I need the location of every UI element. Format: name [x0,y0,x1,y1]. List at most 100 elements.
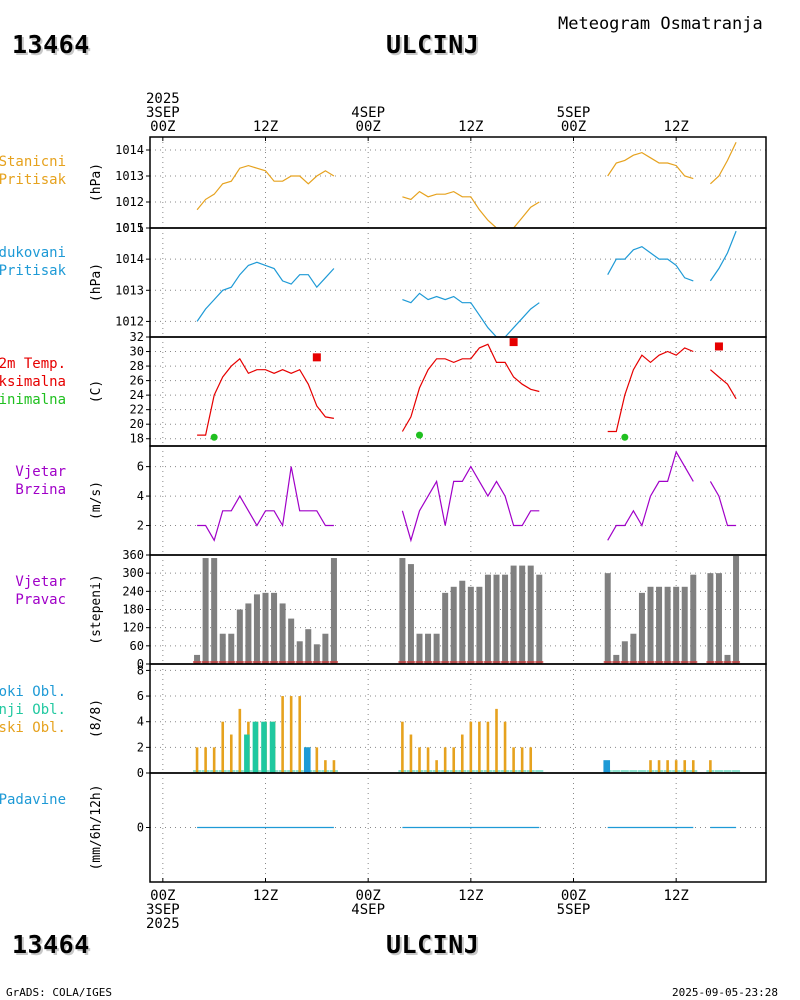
cloud-low-bar [529,747,533,773]
direction-bar [510,565,517,664]
station-name-bottom: ULCINJ [386,930,480,959]
cloud-low-bar [486,721,490,773]
cloud-low-bar [204,747,207,773]
direction-bar [296,641,303,664]
cloud-low-bar [460,734,464,773]
direction-bar [476,586,483,664]
y-tick-label: 8 [137,663,144,677]
time-label-bottom: 5SEP [557,902,591,918]
station-name-top: ULCINJ [386,30,480,59]
cloud-low-bar [324,760,327,773]
cloud-mid-bar [269,721,276,773]
cloud-low-bar [401,721,404,773]
panel-label: Niski Obl. [0,720,66,736]
direction-bar [493,574,500,664]
panel-label: Minimalna [0,392,66,408]
y-tick-label: 26 [130,374,144,388]
y-tick-label: 30 [130,345,144,359]
panel-label: Vjetar [15,574,66,590]
y-axis-label: (stepeni) [89,574,104,644]
direction-bar [407,564,414,664]
cloud-low-bar [691,760,695,773]
direction-bar [313,644,320,664]
y-tick-label: 360 [122,548,144,562]
panel-label: Pritisak [0,263,67,279]
cloud-low-bar [298,696,302,773]
series-line [607,246,694,282]
y-tick-label: 24 [130,388,144,402]
direction-bar [527,565,534,664]
cloud-low-bar [238,708,242,773]
tmax-marker [312,353,321,362]
y-axis-label: (8/8) [89,699,104,738]
y-tick-label: 28 [130,359,144,373]
time-label-bottom: 12Z [253,888,278,904]
y-tick-label: 4 [137,715,144,729]
cloud-low-bar [495,708,498,773]
cloud-low-bar [418,747,421,773]
cloud-low-bar [332,760,336,773]
direction-bar [638,592,645,664]
cloud-low-bar [426,747,430,773]
series-line [401,343,540,432]
series-line [607,151,694,180]
panel-label: Visoki Obl. [0,684,66,700]
time-label-bottom: 00Z [150,888,175,904]
y-tick-label: 1013 [115,283,144,297]
series-line [197,466,334,542]
y-tick-label: 1014 [115,143,144,157]
direction-bar [399,558,406,664]
cloud-low-bar [435,760,438,773]
y-tick-label: 0 [137,821,144,835]
direction-bar [733,555,740,664]
time-label-top: 2025 [146,91,180,107]
direction-bar [219,633,226,664]
y-axis-label: (mm/6h/12h) [89,784,104,870]
time-label-top: 5SEP [557,105,591,121]
cloud-mid-bar [252,721,259,773]
panel-label: Redukovani [0,245,66,261]
y-tick-label: 2 [137,740,144,754]
direction-bar [656,586,663,664]
direction-bar [690,574,697,664]
y-axis-label: (m/s) [89,481,104,520]
direction-bar [194,654,201,664]
direction-bar [262,592,269,664]
y-axis-label: (hPa) [89,263,104,302]
direction-bar [305,629,312,664]
cloud-high-bar [603,760,611,773]
y-tick-label: 60 [130,639,144,653]
direction-bar [484,574,491,664]
panel-frame [149,136,767,229]
y-tick-label: 32 [130,330,144,344]
direction-bar [673,586,680,664]
y-tick-label: 20 [130,417,144,431]
panel-label: 2m Temp. [0,356,66,372]
panel-label: Brzina [15,482,66,498]
y-tick-label: 1013 [115,169,144,183]
direction-bar [664,586,671,664]
direction-bar [621,641,628,664]
tmin-marker [210,433,218,441]
series-line [709,230,737,282]
cloud-low-bar [512,747,515,773]
direction-bar [459,580,466,664]
direction-bar [681,586,688,664]
direction-bar [279,603,286,664]
direction-bar [715,573,722,664]
product-title: Meteogram Osmatranja [558,14,763,34]
panel-label: Pravac [15,592,66,608]
series-line [197,357,335,436]
cloud-low-bar [666,760,669,773]
cloud-low-bar [657,760,661,773]
panel-frame [149,663,767,774]
panel-frame [149,227,767,338]
direction-bar [442,592,449,664]
direction-bar [724,654,731,664]
time-label-top: 12Z [664,119,689,135]
direction-bar [202,558,209,664]
cloud-low-bar [674,760,678,773]
y-tick-label: 6 [137,460,144,474]
time-label-top: 3SEP [146,105,180,121]
tmin-marker [416,431,423,439]
